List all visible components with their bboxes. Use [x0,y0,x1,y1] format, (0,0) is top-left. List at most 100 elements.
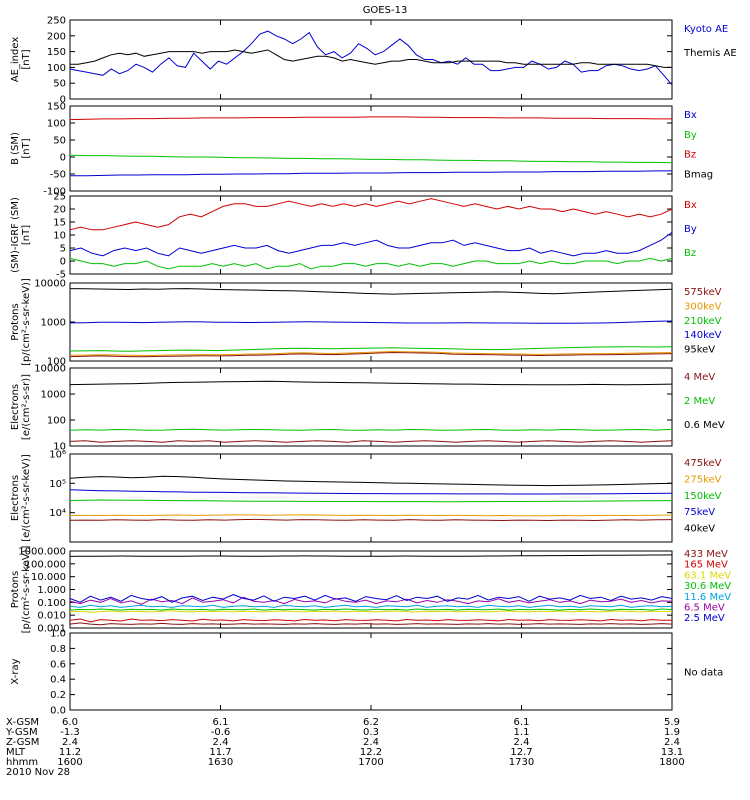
series-line [69,257,673,270]
y-tick-label: 0 [60,257,66,268]
y-tick-label: 50 [53,136,66,147]
series-line [69,514,673,517]
legend-entry: Bz [684,150,696,161]
panel-8: 1.0 0.8 0.6 0.4 0.2 0.0 X-ray No data [10,629,723,717]
footer-value: 1700 [358,757,383,768]
panel-3: 25 20 15 10 5 0 -5 (SM)-IGRF (SM) [nT] Bx By Bz [10,192,697,281]
series-line [70,170,672,177]
legend-entry: 150keV [684,491,722,502]
footer-value: 1600 [57,757,82,768]
y-tick-label: 0.2 [50,690,66,701]
footer-value: 6.1 [514,717,530,728]
legend-entry: 6.5 MeV [684,603,725,614]
series-line [69,351,673,358]
y-tick-label: 250 [47,16,66,27]
legend-entry: Kyoto AE [684,24,728,35]
y-tick-label: 0.6 [50,659,66,670]
footer-value: 6.2 [363,717,379,728]
legend-entry: 2.5 MeV [684,613,725,624]
legend-entry: By [684,130,697,141]
footer-value: 6.0 [62,717,78,728]
footer-row-label: Z-GSM [6,737,39,748]
ephemeris-footer: X-GSM 6.0 6.1 6.2 6.1 5.9 Y-GSM -1.3 -0.6 0.3 1.1 1… [5,717,685,778]
y-tick-label: 10⁴ [49,508,66,519]
y-axis-label: Electrons [10,384,21,430]
footer-row-label: X-GSM [6,717,39,728]
panel-5: 10000 1000 100 10 Electrons [e/(cm²-s-sr)] 4 M… [10,364,725,453]
legend-entry: 40keV [684,524,715,535]
footer-value: 11.2 [59,747,81,758]
series-line [69,622,673,626]
series-line [69,116,672,121]
legend-entry: 0.6 MeV [684,420,725,431]
series-line [69,154,673,164]
footer-value: -1.3 [60,727,80,738]
y-tick-label: 1.0 [50,629,66,640]
y-axis-label: Protons [10,571,21,608]
footer-date: 2010 Nov 28 [6,767,70,778]
footer-value: 5.9 [664,717,680,728]
panel-frame [69,550,673,629]
series-line [69,231,673,257]
y-tick-label: 1.000 [37,585,66,596]
y-tick-label: 5 [60,244,66,255]
y-tick-label: 0 [60,153,66,164]
footer-value: 0.3 [363,727,379,738]
panel-frame [69,632,673,711]
y-axis-label: [e/(cm²-s-sr)] [21,374,32,440]
y-tick-label: 0.8 [50,644,66,655]
footer-value: 12.7 [510,747,532,758]
y-tick-label: 10 [53,442,66,453]
legend-entry: 300keV [684,301,722,312]
y-tick-label: 0.100 [37,598,66,609]
legend-entry: 433 MeV [684,549,728,560]
footer-value: 1800 [659,757,684,768]
series-line [69,475,673,487]
legend-entry: 140keV [684,330,722,341]
legend-entry: Bx [684,200,697,211]
y-axis-label: [nT] [21,49,32,69]
series-line [69,288,673,295]
panel-1: 250 200 150 100 50 0 AE_index [nT] Kyoto AE Themi… [10,16,737,106]
series-line [69,610,673,613]
chart-title: GOES-13 [363,5,408,16]
y-tick-label: 10⁵ [49,479,66,490]
legend-entry: By [684,224,697,235]
legend-entry: 95keV [684,345,715,356]
series-line [69,499,673,503]
legend-entry: Bx [684,110,697,121]
y-axis-label: [nT] [21,225,32,245]
y-tick-label: 10⁶ [49,450,66,461]
series-line [69,594,673,603]
series-line [69,380,673,386]
y-tick-label: 1000.000 [18,547,66,558]
y-axis-label: (SM)-IGRF (SM) [10,197,21,273]
y-axis-label: Protons [10,303,21,340]
footer-value: 13.1 [661,747,683,758]
series-line [69,596,673,605]
y-tick-label: 50 [53,79,66,90]
legend-entry: 210keV [684,316,722,327]
y-tick-label: 0.0 [50,706,66,717]
series-line [69,618,672,623]
y-tick-label: 1000 [41,390,66,401]
y-tick-label: 100 [47,63,66,74]
series-line [69,198,673,231]
footer-value: 2.4 [62,737,78,748]
panel-frame [69,19,673,100]
legend-entry: 275keV [684,474,722,485]
panel-4: 10000 1000 100 Protons [p/(cm²-s-sr-keV)] 575… [10,278,722,367]
y-axis-label: X-ray [10,658,21,684]
footer-value: -0.6 [211,727,231,738]
y-axis-label: [nT] [21,138,32,158]
footer-row-label: MLT [6,747,26,758]
footer-value: 2.4 [514,737,530,748]
y-tick-label: -100 [43,187,66,198]
panel-frame [69,195,673,275]
footer-value: 2.4 [664,737,680,748]
series-line [69,604,673,608]
y-tick-label: 1000 [41,318,66,329]
y-tick-label: 100 [47,119,66,130]
footer-value: 11.7 [209,747,231,758]
